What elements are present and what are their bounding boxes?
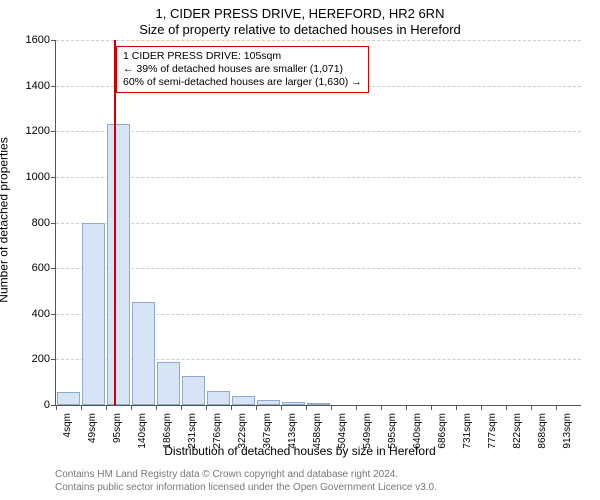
x-tick [206,405,207,410]
y-tick-label: 1000 [26,171,50,183]
y-axis-label-wrap: Number of detached properties [0,0,12,440]
y-tick [51,40,56,41]
x-tick [181,405,182,410]
grid-line [56,131,581,132]
y-tick-label: 200 [32,353,50,365]
annotation-line: ← 39% of detached houses are smaller (1,… [123,63,362,76]
attribution-line: Contains public sector information licen… [55,482,437,495]
y-tick-label: 1200 [26,125,50,137]
y-axis-label: Number of detached properties [0,137,11,302]
x-axis-label: Distribution of detached houses by size … [0,444,600,458]
x-tick [231,405,232,410]
y-tick-label: 1600 [26,34,50,46]
x-tick [531,405,532,410]
x-tick [556,405,557,410]
histogram-bar [182,376,205,405]
y-tick-label: 400 [32,308,50,320]
x-tick [106,405,107,410]
histogram-bar [282,402,305,405]
histogram-bar [207,391,230,405]
histogram-bar [57,392,80,405]
y-tick-label: 600 [32,262,50,274]
chart-root: 1, CIDER PRESS DRIVE, HEREFORD, HR2 6RN … [0,0,600,500]
grid-line [56,268,581,269]
x-tick [281,405,282,410]
x-tick [406,405,407,410]
histogram-bar [257,400,280,405]
x-tick [356,405,357,410]
attribution-line: Contains HM Land Registry data © Crown c… [55,469,437,482]
y-tick-label: 800 [32,217,50,229]
x-tick [81,405,82,410]
histogram-bar [232,396,255,405]
annotation-line: 60% of semi-detached houses are larger (… [123,76,362,89]
x-tick [431,405,432,410]
y-tick [51,177,56,178]
plot-area: 1 CIDER PRESS DRIVE: 105sqm ← 39% of det… [55,40,581,406]
histogram-bar [132,302,155,405]
y-tick [51,223,56,224]
grid-line [56,177,581,178]
y-tick-label: 0 [44,399,50,411]
grid-line [56,40,581,41]
y-tick [51,268,56,269]
annotation-box: 1 CIDER PRESS DRIVE: 105sqm ← 39% of det… [116,46,369,93]
y-tick-label: 1400 [26,80,50,92]
x-tick [131,405,132,410]
x-tick [456,405,457,410]
x-tick [256,405,257,410]
x-tick [506,405,507,410]
histogram-bar [307,403,330,405]
chart-title-line1: 1, CIDER PRESS DRIVE, HEREFORD, HR2 6RN [0,6,600,21]
x-tick [331,405,332,410]
histogram-bar [82,223,105,406]
y-tick [51,131,56,132]
property-marker-line [114,40,116,405]
x-tick [481,405,482,410]
histogram-bar [157,362,180,405]
attribution-text: Contains HM Land Registry data © Crown c… [55,469,437,494]
y-tick [51,359,56,360]
x-tick [381,405,382,410]
x-tick [156,405,157,410]
grid-line [56,223,581,224]
y-tick [51,314,56,315]
x-tick [56,405,57,410]
y-tick [51,86,56,87]
x-tick [306,405,307,410]
chart-title-line2: Size of property relative to detached ho… [0,22,600,37]
histogram-bar [107,124,130,405]
annotation-line: 1 CIDER PRESS DRIVE: 105sqm [123,50,362,63]
